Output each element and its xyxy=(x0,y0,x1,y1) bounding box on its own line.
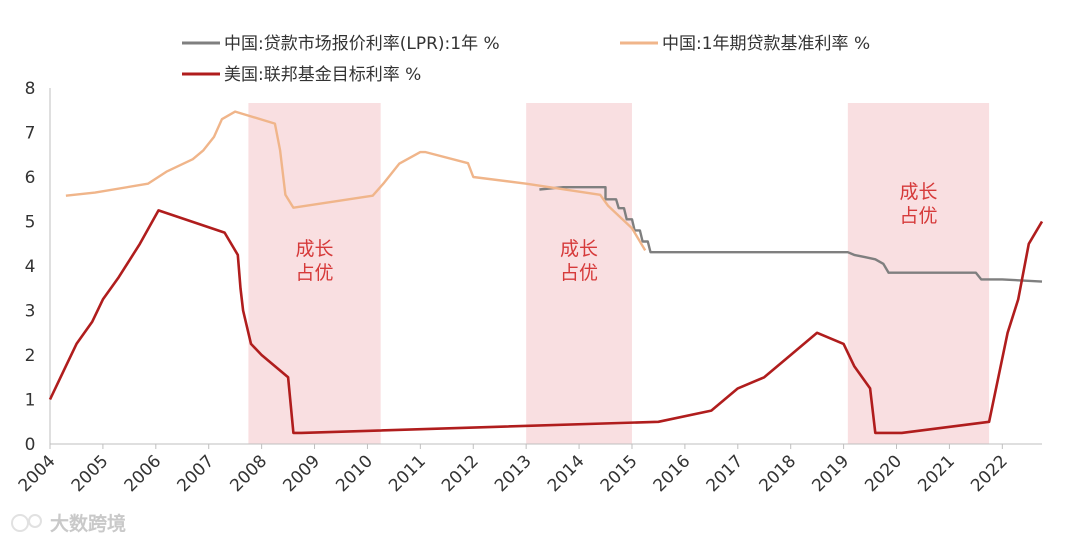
series-line-lpr xyxy=(539,185,1043,283)
legend: 中国:贷款市场报价利率(LPR):1年 % 中国:1年期贷款基准利率 % 美国:… xyxy=(182,34,870,85)
y-tick-label: 7 xyxy=(25,124,36,144)
legend-label-benchmark: 中国:1年期贷款基准利率 % xyxy=(662,34,870,54)
y-tick-label: 8 xyxy=(25,79,36,99)
x-tick-label: 2015 xyxy=(597,451,642,496)
y-tick-label: 0 xyxy=(25,435,36,455)
series-lines xyxy=(48,110,1044,435)
x-tick-label: 2005 xyxy=(68,451,113,496)
x-tick-label: 2007 xyxy=(174,451,219,496)
x-tick-label: 2006 xyxy=(121,451,166,496)
shaded-region-label-2-1: 占优 xyxy=(899,205,937,227)
y-tick-label: 5 xyxy=(25,213,36,233)
shaded-region-0 xyxy=(248,103,381,444)
y-tick-label: 2 xyxy=(25,346,36,366)
legend-label-lpr: 中国:贷款市场报价利率(LPR):1年 % xyxy=(224,34,500,54)
x-tick-label: 2022 xyxy=(967,451,1012,496)
x-tick-label: 2011 xyxy=(385,451,430,496)
shaded-region-label-1-0: 成长 xyxy=(560,238,598,260)
y-tick-label: 1 xyxy=(25,391,36,411)
legend-item-fed: 美国:联邦基金目标利率 % xyxy=(182,65,421,85)
watermark-text: 大数跨境 xyxy=(50,512,126,535)
y-tick-label: 3 xyxy=(25,302,36,322)
y-tick-label: 6 xyxy=(25,168,36,188)
series-line-benchmark xyxy=(65,110,647,252)
y-ticks: 0 1 2 3 4 5 6 7 8 xyxy=(25,79,36,455)
x-tick-label: 2010 xyxy=(332,451,377,496)
legend-item-benchmark: 中国:1年期贷款基准利率 % xyxy=(620,34,870,54)
x-tick-label: 2021 xyxy=(914,451,959,496)
x-tick-label: 2016 xyxy=(650,451,695,496)
x-tick-label: 2017 xyxy=(703,451,748,496)
shaded-region-label-0-0: 成长 xyxy=(296,238,334,260)
legend-item-lpr: 中国:贷款市场报价利率(LPR):1年 % xyxy=(182,34,500,54)
shaded-region-label-1-1: 占优 xyxy=(560,262,598,284)
series-line-fed xyxy=(48,209,1044,435)
shaded-region-1 xyxy=(526,103,632,444)
x-tick-label: 2020 xyxy=(861,451,906,496)
x-ticks: 2004 2005 2006 2007 2008 2009 2010 2011 2012 2013… xyxy=(15,444,1012,496)
x-tick-label: 2014 xyxy=(544,451,589,496)
watermark: 大数跨境 xyxy=(11,512,126,535)
watermark-logo-icon xyxy=(11,514,42,532)
axes xyxy=(49,88,1042,445)
legend-label-fed: 美国:联邦基金目标利率 % xyxy=(224,65,421,85)
x-tick-label: 2009 xyxy=(279,451,324,496)
shaded-region-label-2-0: 成长 xyxy=(899,181,937,203)
x-tick-label: 2018 xyxy=(755,451,800,496)
x-tick-label: 2008 xyxy=(226,451,271,496)
x-tick-label: 2012 xyxy=(438,451,483,496)
x-tick-label: 2019 xyxy=(808,451,853,496)
x-tick-label: 2013 xyxy=(491,451,536,496)
x-tick-label: 2004 xyxy=(15,451,60,496)
y-tick-label: 4 xyxy=(25,257,36,277)
shaded-region-label-0-1: 占优 xyxy=(296,262,334,284)
